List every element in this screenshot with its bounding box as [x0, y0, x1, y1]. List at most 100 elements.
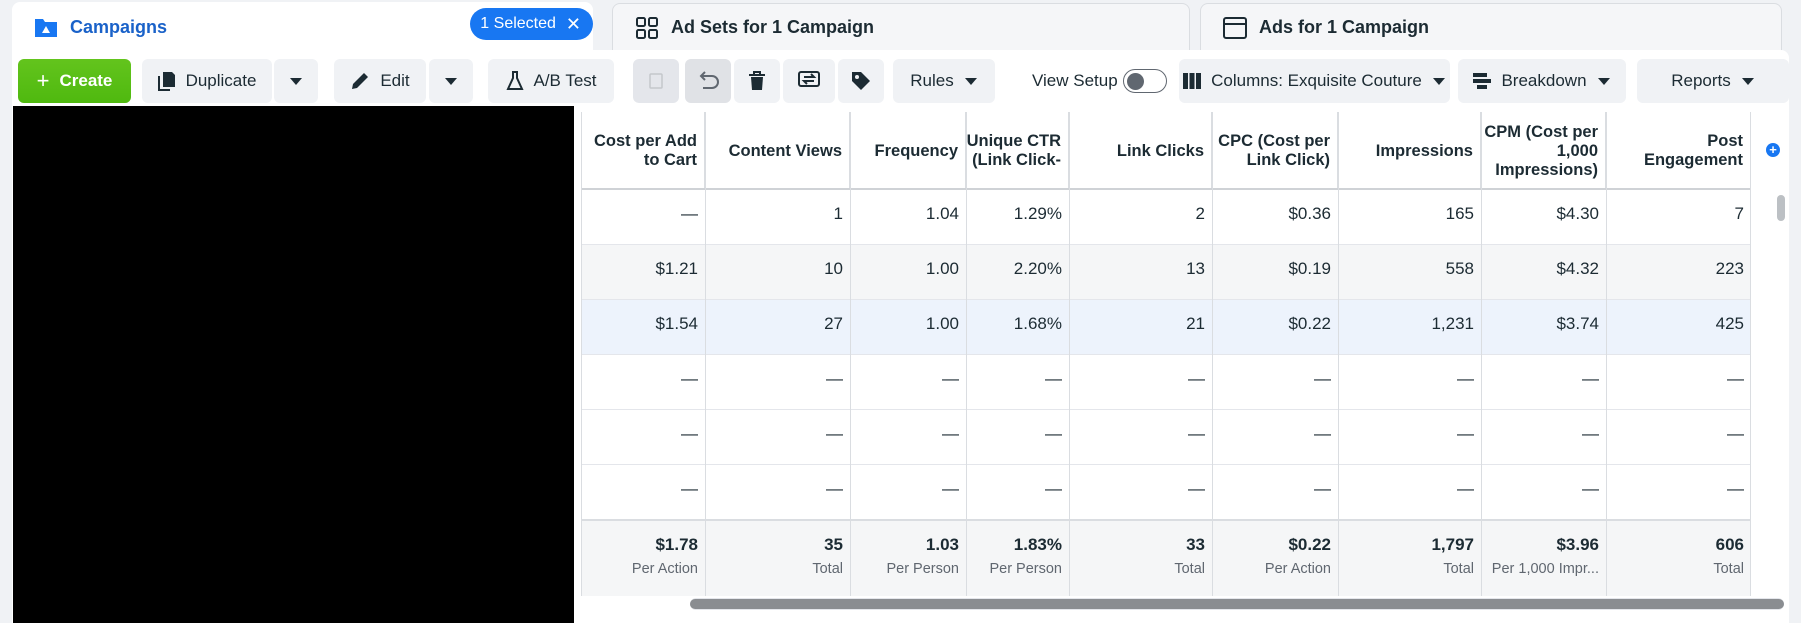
header-divider [581, 188, 1751, 190]
column-header[interactable]: Unique CTR (Link Click- [966, 112, 1069, 190]
duplicate-label: Duplicate [185, 71, 257, 90]
table-cell: — [1582, 424, 1599, 443]
total-value: 1.83% [1013, 535, 1062, 554]
toolbar: + Create Duplicate Edit [18, 59, 1789, 103]
rules-button[interactable]: Rules [893, 59, 995, 103]
columns-label: Columns: Exquisite Couture [1211, 71, 1422, 90]
clear-selection-icon[interactable]: ✕ [565, 14, 581, 34]
tab-ads-label: Ads for 1 Campaign [1259, 17, 1430, 37]
ab-test-button[interactable]: A/B Test [488, 59, 614, 103]
column-header[interactable]: Content Views [705, 112, 850, 190]
table-row[interactable]: — 1 1.04 1.29% 2 $0.36 165 $4.30 7 [581, 190, 1751, 245]
undo-button[interactable] [685, 59, 731, 103]
table-cell: 1 [833, 204, 843, 223]
table-row[interactable]: — — — — — — — — — [581, 355, 1751, 410]
column-divider[interactable] [850, 112, 851, 596]
tab-campaigns[interactable]: Campaigns 1 Selected ✕ [12, 2, 593, 52]
vertical-scrollbar[interactable] [1777, 195, 1785, 221]
reports-button[interactable]: Reports [1637, 59, 1789, 103]
columns-button[interactable]: Columns: Exquisite Couture [1179, 59, 1450, 103]
table-cell: 21 [1186, 314, 1205, 333]
table-row[interactable]: — — — — — — — — — [581, 410, 1751, 465]
table-cell: 10 [824, 259, 843, 278]
total-value: $3.96 [1556, 535, 1599, 554]
total-label: Per Action [1264, 561, 1331, 577]
tab-campaigns-label: Campaigns [70, 16, 168, 37]
column-header[interactable]: Post Engagement [1606, 112, 1751, 190]
table-cell: $1.21 [655, 259, 698, 278]
total-value: 33 [1186, 535, 1205, 554]
tab-ads[interactable]: Ads for 1 Campaign [1200, 3, 1782, 51]
table-cell: 165 [1445, 204, 1474, 223]
column-header[interactable]: Impressions [1338, 112, 1481, 190]
column-header[interactable]: CPC (Cost per Link Click) [1212, 112, 1338, 190]
totals-row: $1.78 Per Action 35 Total 1.03 Per Person 1.83… [581, 519, 1751, 596]
table-cell: 1.00 [925, 314, 959, 333]
total-value: 1,797 [1431, 535, 1474, 554]
table-cell: 2.20% [1013, 259, 1062, 278]
column-divider[interactable] [1606, 112, 1607, 596]
column-divider[interactable] [1338, 112, 1339, 596]
total-value: 1.03 [925, 535, 959, 554]
table-cell: $1.54 [655, 314, 698, 333]
selected-count-label: 1 Selected [480, 15, 556, 32]
column-divider[interactable] [966, 112, 967, 596]
table-cell: — [1188, 369, 1205, 388]
table-row[interactable]: $1.21 10 1.00 2.20% 13 $0.19 558 $4.32 223 [581, 245, 1751, 300]
export-button[interactable] [783, 59, 835, 103]
table-cell: 1.68% [1013, 314, 1062, 333]
column-header[interactable]: Cost per Add to Cart [581, 112, 705, 190]
archive-button[interactable] [633, 59, 679, 103]
total-value: $1.78 [655, 535, 698, 554]
trash-icon [748, 71, 766, 91]
caret-down-icon [1741, 77, 1755, 86]
table-row[interactable]: — — — — — — — — — [581, 465, 1751, 520]
table-cell: $0.36 [1288, 204, 1331, 223]
total-label: Total [1443, 561, 1474, 577]
caret-down-icon [1432, 77, 1446, 86]
horizontal-scrollbar[interactable] [690, 599, 1784, 609]
table-cell: — [1727, 479, 1744, 498]
table-cell: — [681, 424, 698, 443]
create-button[interactable]: + Create [18, 59, 131, 103]
table-cell: — [1727, 424, 1744, 443]
column-divider[interactable] [705, 112, 706, 596]
breakdown-label: Breakdown [1501, 71, 1587, 90]
grid-icon [635, 16, 659, 40]
table-row[interactable]: $1.54 27 1.00 1.68% 21 $0.22 1,231 $3.74 425 [581, 300, 1751, 355]
edit-dropdown-button[interactable] [429, 59, 473, 103]
column-divider[interactable] [1212, 112, 1213, 596]
caret-down-icon [964, 77, 978, 86]
add-column-icon[interactable]: + [1766, 143, 1780, 157]
edit-button[interactable]: Edit [334, 59, 426, 103]
view-setup-toggle[interactable] [1123, 69, 1167, 93]
table-cell: — [1457, 369, 1474, 388]
column-header[interactable]: Frequency [850, 112, 966, 190]
table-cell: — [1727, 369, 1744, 388]
column-header[interactable]: Link Clicks [1069, 112, 1212, 190]
duplicate-dropdown-button[interactable] [274, 59, 318, 103]
table-cell: — [1045, 424, 1062, 443]
total-label: Per Person [886, 561, 959, 577]
column-divider[interactable] [1481, 112, 1482, 596]
duplicate-button[interactable]: Duplicate [142, 59, 272, 103]
tab-ad-sets[interactable]: Ad Sets for 1 Campaign [612, 3, 1190, 51]
table-cell: 1,231 [1431, 314, 1474, 333]
column-divider[interactable] [1069, 112, 1070, 596]
tag-button[interactable] [838, 59, 884, 103]
table-cell: $0.19 [1288, 259, 1331, 278]
delete-button[interactable] [734, 59, 780, 103]
selected-count-badge[interactable]: 1 Selected ✕ [470, 8, 593, 40]
table-cell: — [1582, 479, 1599, 498]
total-label: Per Action [631, 561, 698, 577]
table-cell: 2 [1195, 204, 1205, 223]
redacted-area [13, 106, 574, 623]
breakdown-button[interactable]: Breakdown [1458, 59, 1626, 103]
table-cell: — [1045, 479, 1062, 498]
table-cell: — [942, 369, 959, 388]
tag-icon [851, 71, 871, 91]
reports-label: Reports [1671, 71, 1731, 90]
archive-icon [649, 73, 663, 89]
column-header[interactable]: CPM (Cost per 1,000 Impressions) [1481, 112, 1606, 190]
total-value: 35 [824, 535, 843, 554]
